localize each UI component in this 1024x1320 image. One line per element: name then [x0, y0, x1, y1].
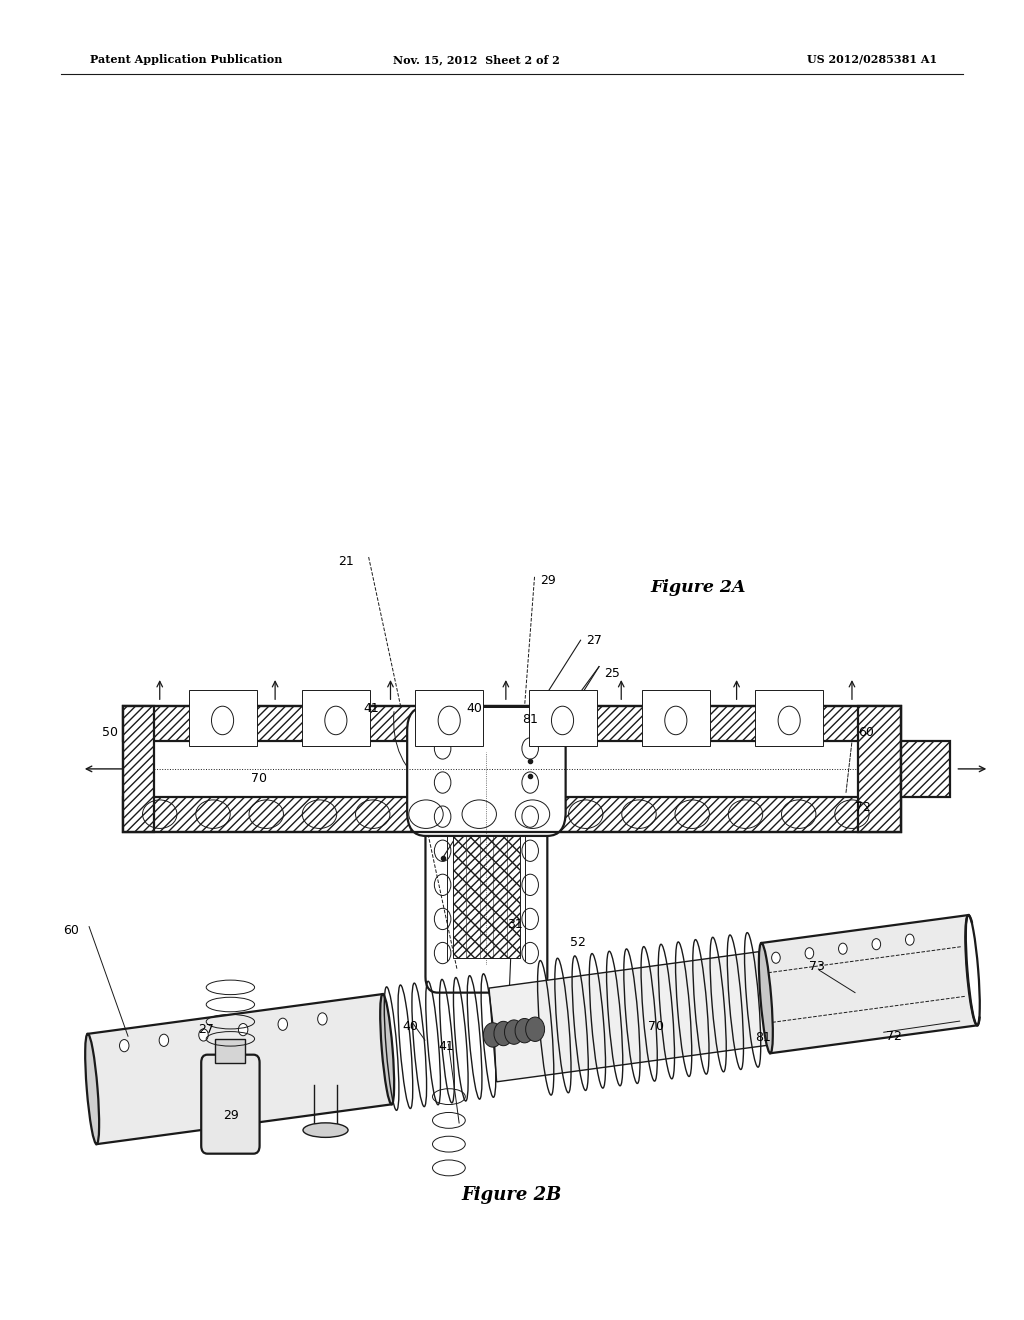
Text: 70: 70	[251, 772, 267, 785]
Text: Figure 2A: Figure 2A	[650, 579, 745, 595]
Polygon shape	[88, 994, 391, 1144]
Text: 29: 29	[540, 574, 555, 587]
Bar	[123, 706, 901, 832]
Text: 41: 41	[364, 702, 379, 715]
Ellipse shape	[85, 1034, 99, 1144]
Bar	[123, 706, 901, 741]
Text: Nov. 15, 2012  Sheet 2 of 2: Nov. 15, 2012 Sheet 2 of 2	[393, 54, 559, 65]
Circle shape	[239, 1023, 248, 1036]
Circle shape	[839, 944, 847, 954]
Circle shape	[525, 1016, 545, 1041]
FancyBboxPatch shape	[408, 708, 565, 836]
Circle shape	[159, 1034, 169, 1047]
Text: 60: 60	[63, 924, 80, 937]
Bar	[415, 690, 483, 746]
Bar	[755, 690, 823, 746]
Circle shape	[552, 706, 573, 735]
Circle shape	[665, 706, 687, 735]
Circle shape	[515, 1019, 535, 1043]
Circle shape	[212, 706, 233, 735]
Circle shape	[438, 706, 460, 735]
Text: 25: 25	[604, 667, 621, 680]
Circle shape	[483, 1023, 503, 1047]
Text: 72: 72	[886, 1030, 902, 1043]
Text: 21: 21	[338, 554, 353, 568]
Ellipse shape	[759, 942, 773, 1053]
Bar	[302, 690, 370, 746]
Bar	[188, 690, 257, 746]
Circle shape	[805, 948, 814, 958]
Bar	[858, 706, 901, 832]
Text: 27: 27	[586, 634, 602, 647]
Circle shape	[494, 1022, 513, 1045]
Ellipse shape	[303, 1123, 348, 1138]
Text: 40: 40	[402, 1020, 419, 1034]
Circle shape	[905, 935, 914, 945]
Bar	[453, 816, 520, 958]
Text: 81: 81	[522, 713, 539, 726]
Text: 81: 81	[755, 1031, 771, 1044]
Circle shape	[317, 1012, 327, 1026]
Text: 40: 40	[466, 702, 482, 715]
Bar	[215, 1039, 246, 1063]
Circle shape	[772, 952, 780, 964]
Circle shape	[120, 1040, 129, 1052]
Text: 73: 73	[809, 960, 825, 973]
Ellipse shape	[966, 915, 980, 1026]
Circle shape	[872, 939, 881, 949]
Text: 52: 52	[570, 936, 587, 949]
Bar	[154, 741, 858, 797]
Circle shape	[778, 706, 800, 735]
Text: 31: 31	[507, 917, 522, 931]
Text: 60: 60	[858, 726, 874, 739]
Text: 41: 41	[438, 1040, 454, 1053]
FancyBboxPatch shape	[426, 723, 547, 993]
Text: 50: 50	[102, 726, 119, 739]
FancyBboxPatch shape	[201, 1055, 260, 1154]
Text: US 2012/0285381 A1: US 2012/0285381 A1	[807, 54, 937, 65]
Ellipse shape	[380, 994, 394, 1105]
Text: 27: 27	[198, 1023, 214, 1036]
Circle shape	[505, 1020, 523, 1044]
Text: Figure 2B: Figure 2B	[462, 1185, 562, 1204]
Bar	[528, 690, 597, 746]
Polygon shape	[762, 915, 977, 1053]
Text: 70: 70	[648, 1020, 665, 1034]
Text: 72: 72	[855, 801, 871, 814]
Bar	[901, 741, 950, 797]
Circle shape	[279, 1018, 288, 1031]
Circle shape	[325, 706, 347, 735]
Bar	[123, 706, 154, 832]
Circle shape	[199, 1028, 208, 1041]
Text: Patent Application Publication: Patent Application Publication	[90, 54, 283, 65]
Bar	[453, 816, 520, 958]
Polygon shape	[489, 952, 770, 1082]
Bar	[123, 797, 901, 832]
Bar	[642, 690, 710, 746]
Text: 29: 29	[223, 1109, 239, 1122]
Bar	[453, 816, 520, 958]
